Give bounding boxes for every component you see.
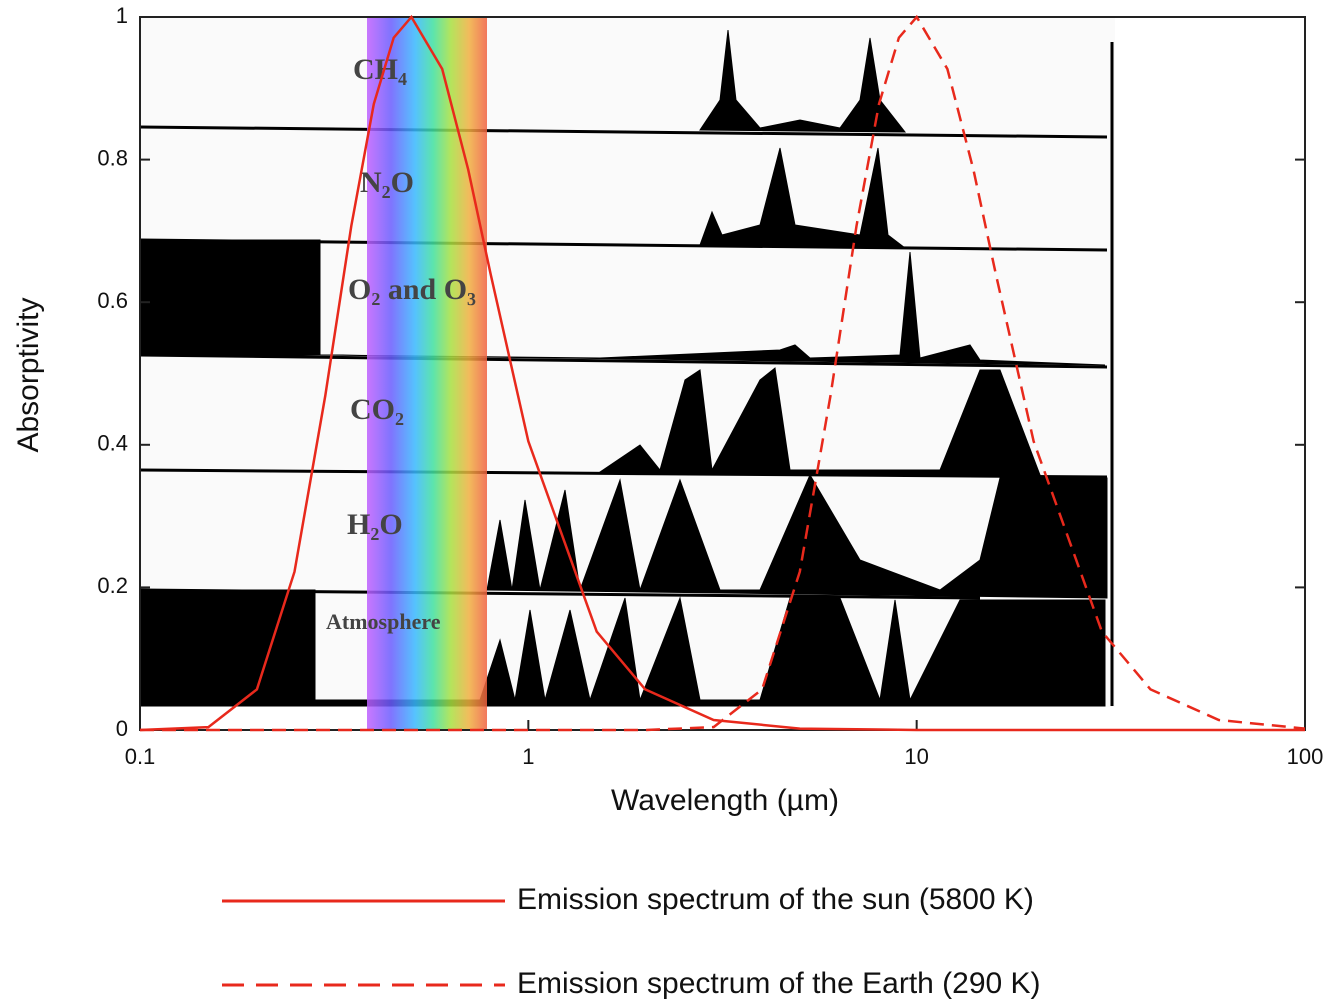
- y-tick-label: 0.4: [97, 431, 128, 456]
- plot-frame: [139, 16, 1306, 731]
- x-tick-label: 10: [904, 744, 928, 769]
- visible-band: [367, 17, 487, 730]
- legend-label: Emission spectrum of the sun (5800 K): [517, 883, 1034, 916]
- y-tick-label: 0: [116, 716, 128, 741]
- gas-label: Atmosphere: [326, 609, 441, 634]
- y-axis-title: Absorptivity: [12, 297, 45, 452]
- x-tick-label: 1: [522, 744, 534, 769]
- gas-label: O₂ and O₃: [348, 273, 476, 306]
- x-axis-title: Wavelength (µm): [611, 784, 839, 817]
- gas-label: H₂O: [347, 508, 403, 541]
- series-line: [139, 14, 1305, 732]
- x-tick-label: 100: [1287, 744, 1324, 769]
- y-tick-label: 1: [116, 3, 128, 28]
- y-tick-label: 0.8: [97, 145, 128, 170]
- x-tick-label: 0.1: [125, 744, 156, 769]
- gas-label: N₂O: [360, 166, 414, 199]
- gas-label: CO₂: [350, 393, 404, 426]
- legend-label: Emission spectrum of the Earth (290 K): [517, 967, 1041, 1000]
- series-line: [140, 14, 1306, 732]
- y-tick-label: 0.6: [97, 288, 128, 313]
- absorption-panels: [139, 17, 1115, 707]
- y-tick-label: 0.2: [97, 573, 128, 598]
